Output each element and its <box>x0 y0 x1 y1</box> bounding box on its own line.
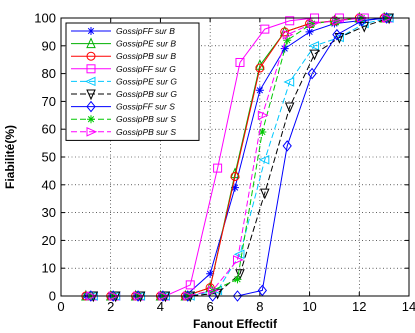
y-tick-label: 40 <box>42 177 56 192</box>
y-axis-title: Fiabilité(%) <box>3 125 17 189</box>
legend-label: GossipPE sur B <box>116 39 176 49</box>
legend-entry: GossipFF sur G <box>71 64 176 74</box>
diamond-marker <box>257 284 267 297</box>
x-tick-label: 6 <box>207 299 214 314</box>
legend-entry: GossipPB sur S <box>71 127 176 137</box>
square-marker <box>213 163 223 173</box>
legend-box <box>65 22 200 141</box>
legend-label: GossipFF sur B <box>116 26 175 36</box>
square-marker <box>235 57 245 67</box>
legend: GossipFF sur B GossipPE sur B GossipPB sur… <box>65 22 200 141</box>
x-tick-label: 4 <box>157 299 164 314</box>
y-tick-label: 90 <box>42 38 56 53</box>
asterisk-marker <box>87 27 95 35</box>
triangle-down-marker <box>309 49 320 61</box>
triangle-left-marker <box>308 41 320 51</box>
square-marker <box>285 16 295 26</box>
legend-entry: GossipFF sur B <box>71 26 175 36</box>
square-marker <box>185 280 195 290</box>
triangle-right-marker <box>332 16 344 26</box>
triangle-right-marker <box>282 29 294 40</box>
x-tick-label: 0 <box>57 299 64 314</box>
triangle-right-marker <box>232 255 244 265</box>
triangle-right-marker <box>208 285 219 296</box>
x-axis-title: Fanout Effectif <box>193 317 278 331</box>
legend-entry: GossipPE sur B <box>71 37 176 49</box>
diamond-marker <box>86 100 96 113</box>
axis-ticks: 0 2 4 6 8 10 12 14 0 10 20 30 40 50 60 70 80 90 100 <box>34 11 415 315</box>
diamond-marker <box>86 290 96 302</box>
legend-entry: GossipFF sur S <box>71 100 175 113</box>
y-tick-label: 10 <box>42 261 56 276</box>
diamond-marker <box>307 67 317 80</box>
y-tick-label: 50 <box>42 150 56 165</box>
triangle-left-marker <box>258 155 270 165</box>
x-tick-label: 8 <box>256 299 263 314</box>
star-marker <box>308 19 317 28</box>
legend-label: GossipFF sur G <box>116 64 176 74</box>
triangle-left-marker <box>233 249 245 260</box>
plot-frame <box>60 17 410 297</box>
asterisk-marker <box>206 269 215 278</box>
diamond-marker <box>232 290 243 302</box>
triangle-down-marker <box>260 188 270 200</box>
triangle-up-marker <box>86 37 96 49</box>
square-marker <box>86 64 96 74</box>
y-tick-label: 70 <box>42 94 56 109</box>
circle-marker <box>86 51 96 61</box>
legend-entry: GossipPE sur G <box>71 76 177 86</box>
y-tick-label: 30 <box>42 205 56 220</box>
circle-marker <box>255 63 265 73</box>
star-marker <box>87 115 95 124</box>
diamond-marker <box>158 290 168 302</box>
legend-label: GossipPE sur G <box>116 76 177 86</box>
circle-marker <box>230 171 240 181</box>
asterisk-marker <box>280 44 289 53</box>
triangle-right-marker <box>307 18 319 29</box>
star-marker <box>258 127 267 136</box>
diamond-marker <box>108 290 118 302</box>
triangle-left-marker <box>84 76 96 87</box>
square-marker <box>260 24 270 34</box>
diamond-marker <box>282 140 292 152</box>
x-tick-label: 2 <box>107 299 114 314</box>
legend-label: GossipPB sur B <box>116 51 176 61</box>
legend-label: GossipPB sur G <box>116 89 177 99</box>
y-tick-label: 100 <box>34 11 56 26</box>
legend-label: GossipPB sur S <box>116 127 176 137</box>
asterisk-marker <box>255 86 264 95</box>
y-tick-label: 0 <box>49 289 56 304</box>
triangle-left-marker <box>283 77 295 87</box>
diamond-marker <box>381 12 392 24</box>
star-marker <box>233 275 242 284</box>
x-tick-label: 14 <box>402 299 415 314</box>
legend-entry: GossipPB sur S <box>71 114 176 124</box>
triangle-left-marker <box>333 32 344 43</box>
y-tick-label: 60 <box>42 122 56 137</box>
star-marker <box>283 36 292 45</box>
triangle-down-marker <box>86 89 96 101</box>
legend-label: GossipFF sur S <box>116 102 175 112</box>
asterisk-marker <box>305 27 314 36</box>
triangle-down-marker <box>212 288 223 300</box>
diamond-marker <box>332 28 342 41</box>
x-tick-label: 10 <box>302 299 316 314</box>
y-tick-label: 20 <box>42 233 56 248</box>
triangle-down-marker <box>284 102 295 114</box>
circle-marker <box>280 27 290 37</box>
legend-entry: GossipPB sur B <box>71 51 176 61</box>
legend-label: GossipPB sur S <box>116 114 176 124</box>
legend-entry: GossipPB sur G <box>71 89 177 101</box>
diamond-marker <box>183 290 193 302</box>
triangle-right-marker <box>86 127 98 137</box>
diamond-marker <box>133 290 143 302</box>
y-tick-label: 80 <box>42 66 56 81</box>
triangle-right-marker <box>257 110 269 121</box>
x-tick-label: 12 <box>352 299 366 314</box>
asterisk-marker <box>231 183 239 192</box>
